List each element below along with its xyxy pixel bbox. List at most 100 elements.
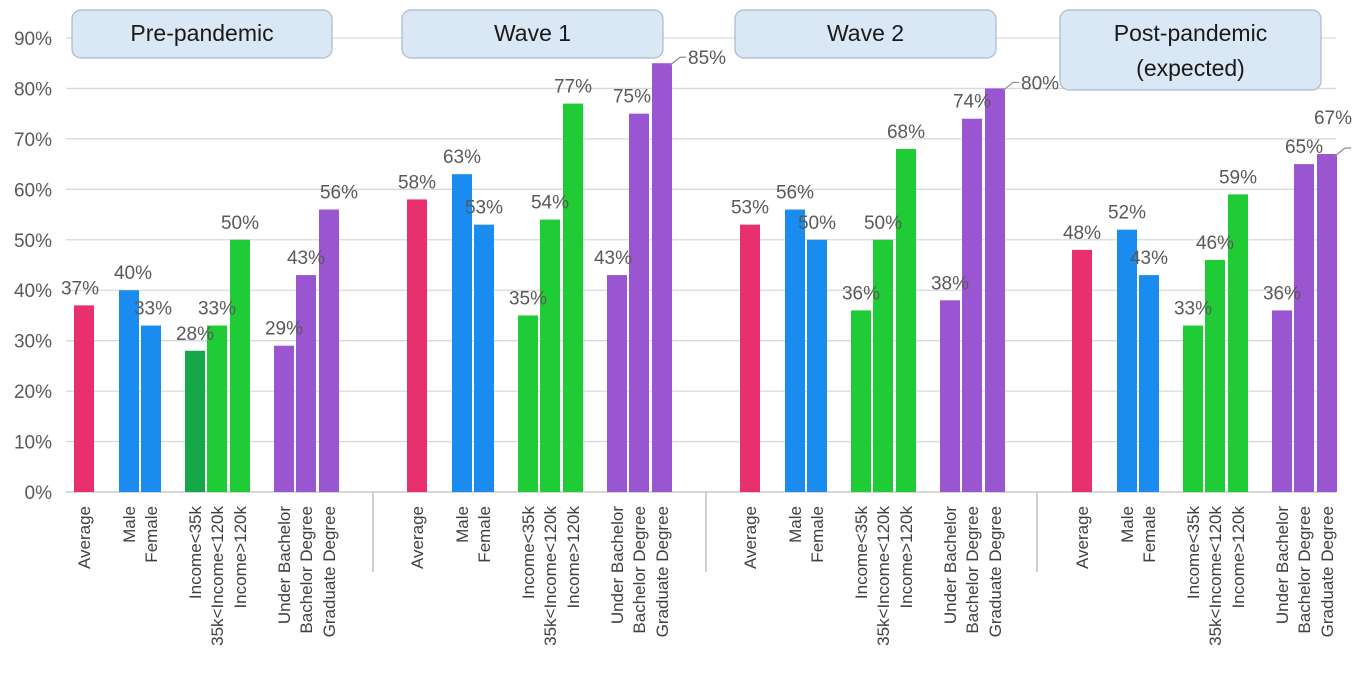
category-label: Income<35k: [186, 506, 205, 600]
panel-title-box: [734, 9, 997, 59]
data-label: 46%: [1196, 233, 1234, 254]
bar: [1317, 154, 1337, 492]
bar: [452, 174, 472, 492]
y-tick-label: 0%: [25, 483, 53, 504]
y-tick-label: 30%: [14, 332, 52, 353]
data-label: 52%: [1108, 203, 1146, 224]
panel-title: Pre-pandemic: [130, 20, 273, 46]
category-label: Under Bachelor: [608, 506, 627, 624]
bar: [1117, 229, 1137, 492]
bar: [1272, 310, 1292, 492]
category-label: Female: [808, 506, 827, 563]
bar: [940, 300, 960, 492]
category-label: Under Bachelor: [275, 506, 294, 624]
y-tick-label: 90%: [14, 29, 52, 50]
data-label: 53%: [465, 198, 503, 219]
category-label: Income>120k: [897, 506, 916, 609]
panel-title: Wave 1: [494, 20, 571, 46]
y-tick-label: 40%: [14, 281, 52, 302]
data-label: 63%: [443, 147, 481, 168]
y-tick-label: 10%: [14, 433, 52, 454]
data-label: 36%: [1263, 283, 1301, 304]
panel-title: Wave 2: [827, 20, 904, 46]
data-label: 33%: [1174, 299, 1212, 320]
y-tick-label: 50%: [14, 231, 52, 252]
category-label: Bachelor Degree: [963, 506, 982, 634]
category-label: 35k<Income<120k: [1206, 506, 1225, 646]
data-label: 67%: [1314, 108, 1352, 129]
data-label: 29%: [265, 319, 303, 340]
bar: [740, 224, 760, 492]
data-label: 33%: [198, 299, 236, 320]
data-label: 80%: [1021, 73, 1059, 94]
label-leader-line: [669, 56, 686, 66]
category-label: Average: [75, 506, 94, 569]
data-label: 65%: [1285, 137, 1323, 158]
data-label: 33%: [134, 299, 172, 320]
bar: [185, 350, 205, 492]
y-tick-label: 80%: [14, 79, 52, 100]
category-label: Female: [142, 506, 161, 563]
y-tick-label: 60%: [14, 180, 52, 201]
label-leader-line: [1334, 147, 1351, 157]
data-label: 37%: [61, 278, 99, 299]
category-label: 35k<Income<120k: [208, 506, 227, 646]
bar: [652, 63, 672, 492]
category-label: Income>120k: [564, 506, 583, 609]
bar: [407, 199, 427, 492]
category-label: Male: [453, 506, 472, 543]
category-label: Income<35k: [519, 506, 538, 600]
category-label: Female: [475, 506, 494, 563]
panel-title: (expected): [1136, 55, 1245, 81]
panel-title-box: [71, 9, 333, 59]
panel-title-box: [1059, 9, 1322, 91]
data-label: 28%: [176, 324, 214, 345]
bar: [1072, 249, 1092, 492]
category-label: Under Bachelor: [1273, 506, 1292, 624]
data-label: 43%: [594, 248, 632, 269]
bar: [851, 310, 871, 492]
y-tick-label: 20%: [14, 382, 52, 403]
data-label: 50%: [864, 213, 902, 234]
data-label: 68%: [887, 122, 925, 143]
bar: [1139, 275, 1159, 492]
category-label: Income>120k: [1229, 506, 1248, 609]
category-label: Male: [786, 506, 805, 543]
category-label: Income>120k: [231, 506, 250, 609]
bar: [563, 103, 583, 493]
bar: [141, 325, 161, 492]
data-label: 54%: [531, 193, 569, 214]
category-label: Income<35k: [1184, 506, 1203, 600]
y-tick-label: 70%: [14, 130, 52, 151]
bar: [629, 113, 649, 493]
bar: [873, 239, 893, 492]
bar: [296, 275, 316, 492]
bar: [1183, 325, 1203, 492]
data-label: 40%: [114, 263, 152, 284]
panel-title-box: [401, 9, 664, 59]
bar: [807, 239, 827, 492]
bar: [540, 219, 560, 492]
category-label: Average: [408, 506, 427, 569]
data-label: 43%: [1130, 248, 1168, 269]
category-label: Graduate Degree: [320, 506, 339, 637]
bar: [474, 224, 494, 492]
data-label: 36%: [842, 283, 880, 304]
category-label: Male: [1118, 506, 1137, 543]
data-label: 43%: [287, 248, 325, 269]
data-label: 50%: [221, 213, 259, 234]
data-label: 74%: [953, 92, 991, 113]
category-label: Female: [1140, 506, 1159, 563]
data-label: 85%: [688, 48, 726, 69]
category-label: Bachelor Degree: [630, 506, 649, 634]
data-label: 35%: [509, 288, 547, 309]
category-label: Graduate Degree: [986, 506, 1005, 637]
category-label: Average: [741, 506, 760, 569]
bar: [274, 345, 294, 492]
category-label: Graduate Degree: [1318, 506, 1337, 637]
bar: [896, 148, 916, 492]
category-label: Graduate Degree: [653, 506, 672, 637]
bar: [1228, 194, 1248, 492]
data-label: 53%: [731, 198, 769, 219]
